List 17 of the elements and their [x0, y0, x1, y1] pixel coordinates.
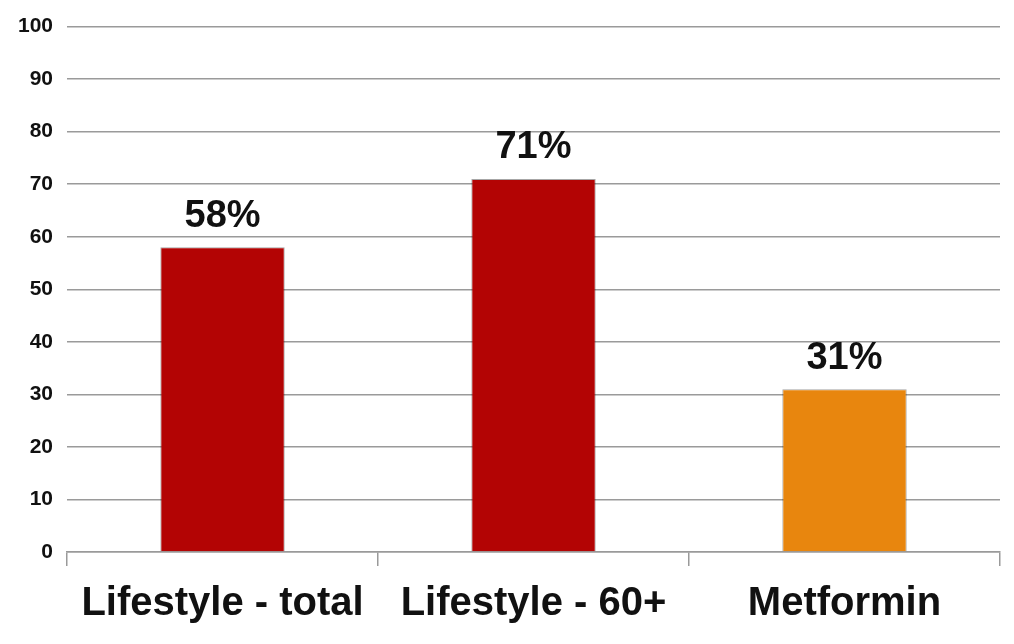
y-tick-label: 100 [17, 13, 54, 37]
y-tick-label: 60 [29, 223, 54, 247]
data-label: 71% [495, 124, 572, 167]
y-tick-label: 80 [29, 118, 54, 142]
x-tick-label: Lifestyle - total [81, 579, 364, 624]
y-tick-label: 30 [29, 381, 54, 405]
y-tick-label: 20 [29, 433, 54, 457]
y-tick-label: 40 [29, 328, 54, 352]
data-label: 58% [184, 192, 261, 235]
y-tick-label: 10 [29, 486, 54, 510]
data-label: 31% [806, 334, 883, 377]
x-tick-label: Metformin [747, 579, 942, 624]
y-tick-label: 90 [29, 65, 54, 89]
y-tick-label: 50 [29, 276, 54, 300]
x-tick-label: Lifestyle - 60+ [400, 579, 667, 624]
y-tick-label: 70 [29, 171, 54, 195]
y-tick-label: 0 [41, 538, 54, 562]
